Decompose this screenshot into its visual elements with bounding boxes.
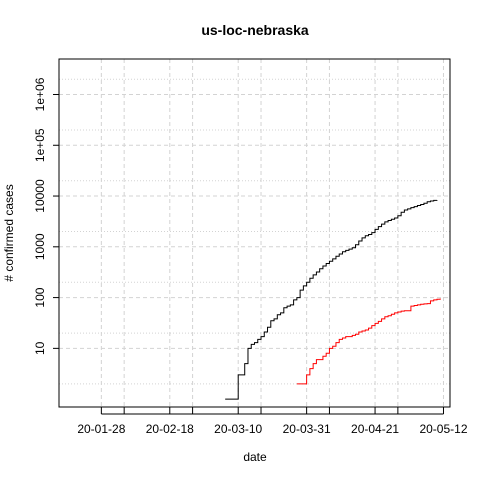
y-tick-label: 1000 xyxy=(33,233,47,260)
series-line-1 xyxy=(225,199,438,400)
y-tick-label: 100 xyxy=(33,287,47,307)
x-axis: 20-01-28 20-02-18 20-03-10 20-03-31 20-04-21… xyxy=(77,407,468,436)
x-tick-label: 20-04-21 xyxy=(351,422,399,436)
x-tick-label: 20-03-31 xyxy=(283,422,331,436)
x-axis-label: date xyxy=(243,450,267,464)
y-axis: 10 100 1000 10000 1e+05 1e+06 xyxy=(33,77,60,355)
x-tick-label: 20-03-10 xyxy=(214,422,262,436)
series-line-2 xyxy=(296,298,441,385)
chart-title: us-loc-nebraska xyxy=(201,22,309,38)
grid-lines xyxy=(59,59,450,407)
y-tick-label: 10000 xyxy=(33,179,47,213)
y-axis-label: # confirmed cases xyxy=(2,184,16,281)
y-tick-label: 10 xyxy=(33,341,47,355)
x-tick-label: 20-02-18 xyxy=(146,422,194,436)
x-tick-label: 20-01-28 xyxy=(77,422,125,436)
y-tick-label: 1e+06 xyxy=(33,77,47,111)
x-tick-label: 20-05-12 xyxy=(419,422,467,436)
series-lines xyxy=(225,199,441,400)
y-tick-label: 1e+05 xyxy=(33,128,47,162)
